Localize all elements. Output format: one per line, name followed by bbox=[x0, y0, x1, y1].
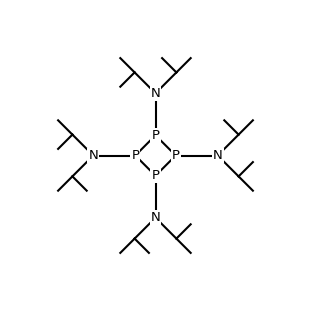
Text: N: N bbox=[88, 149, 98, 162]
Text: P: P bbox=[151, 129, 160, 142]
Text: P: P bbox=[131, 149, 139, 162]
Text: P: P bbox=[151, 169, 160, 182]
Text: N: N bbox=[213, 149, 223, 162]
Text: N: N bbox=[151, 87, 160, 100]
Text: N: N bbox=[151, 211, 160, 224]
Text: P: P bbox=[172, 149, 180, 162]
